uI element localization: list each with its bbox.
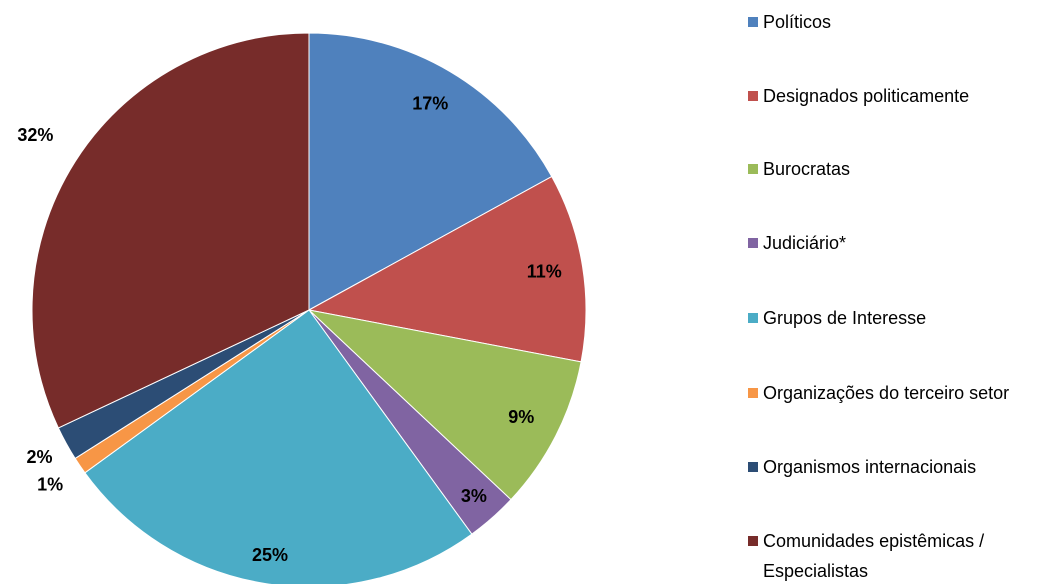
value-label: 11% xyxy=(527,261,562,281)
pie-slice xyxy=(307,175,587,363)
legend-label: Grupos de Interesse xyxy=(763,308,927,328)
value-label: 3% xyxy=(461,486,487,506)
legend-label: Judiciário* xyxy=(763,233,847,253)
legend-label: Organizações do terceiro setor xyxy=(763,383,1010,403)
value-label: 1% xyxy=(37,475,63,495)
legend-item: Judiciário* xyxy=(748,228,1048,258)
value-label: 9% xyxy=(508,407,534,427)
legend-label: Burocratas xyxy=(763,159,851,179)
legend-label: Comunidades epistêmicas / Especialistas xyxy=(763,531,985,581)
legend-item: Designados politicamente xyxy=(748,81,1048,111)
legend-item: Burocratas xyxy=(748,154,1048,184)
chart: 17% 11% 9% 3% 25% 1% 2% 32% xyxy=(17,32,587,584)
legend-item: Organizações do terceiro setor xyxy=(748,378,1048,408)
pie-slice xyxy=(308,32,553,311)
legend-item: Comunidades epistêmicas / Especialistas xyxy=(748,526,1048,586)
legend-item: Grupos de Interesse xyxy=(748,303,1048,333)
pie-slice xyxy=(31,32,310,429)
legend-swatch xyxy=(748,164,758,174)
pie-slice xyxy=(307,309,582,501)
legend-item: Políticos xyxy=(748,7,1048,37)
legend-item: Organismos internacionais xyxy=(748,452,1048,482)
legend-label: Designados politicamente xyxy=(763,86,970,106)
legend-swatch xyxy=(748,462,758,472)
legend-swatch xyxy=(748,91,758,101)
legend-label: Políticos xyxy=(763,12,832,32)
legend-swatch xyxy=(748,17,758,27)
legend-swatch xyxy=(748,313,758,323)
value-label: 2% xyxy=(27,447,53,467)
value-label: 25% xyxy=(252,545,288,565)
value-label: 32% xyxy=(17,125,53,145)
legend-swatch xyxy=(748,536,758,546)
legend-swatch xyxy=(748,388,758,398)
value-label: 17% xyxy=(412,94,448,114)
legend-label: Organismos internacionais xyxy=(763,457,977,477)
legend-swatch xyxy=(748,238,758,248)
